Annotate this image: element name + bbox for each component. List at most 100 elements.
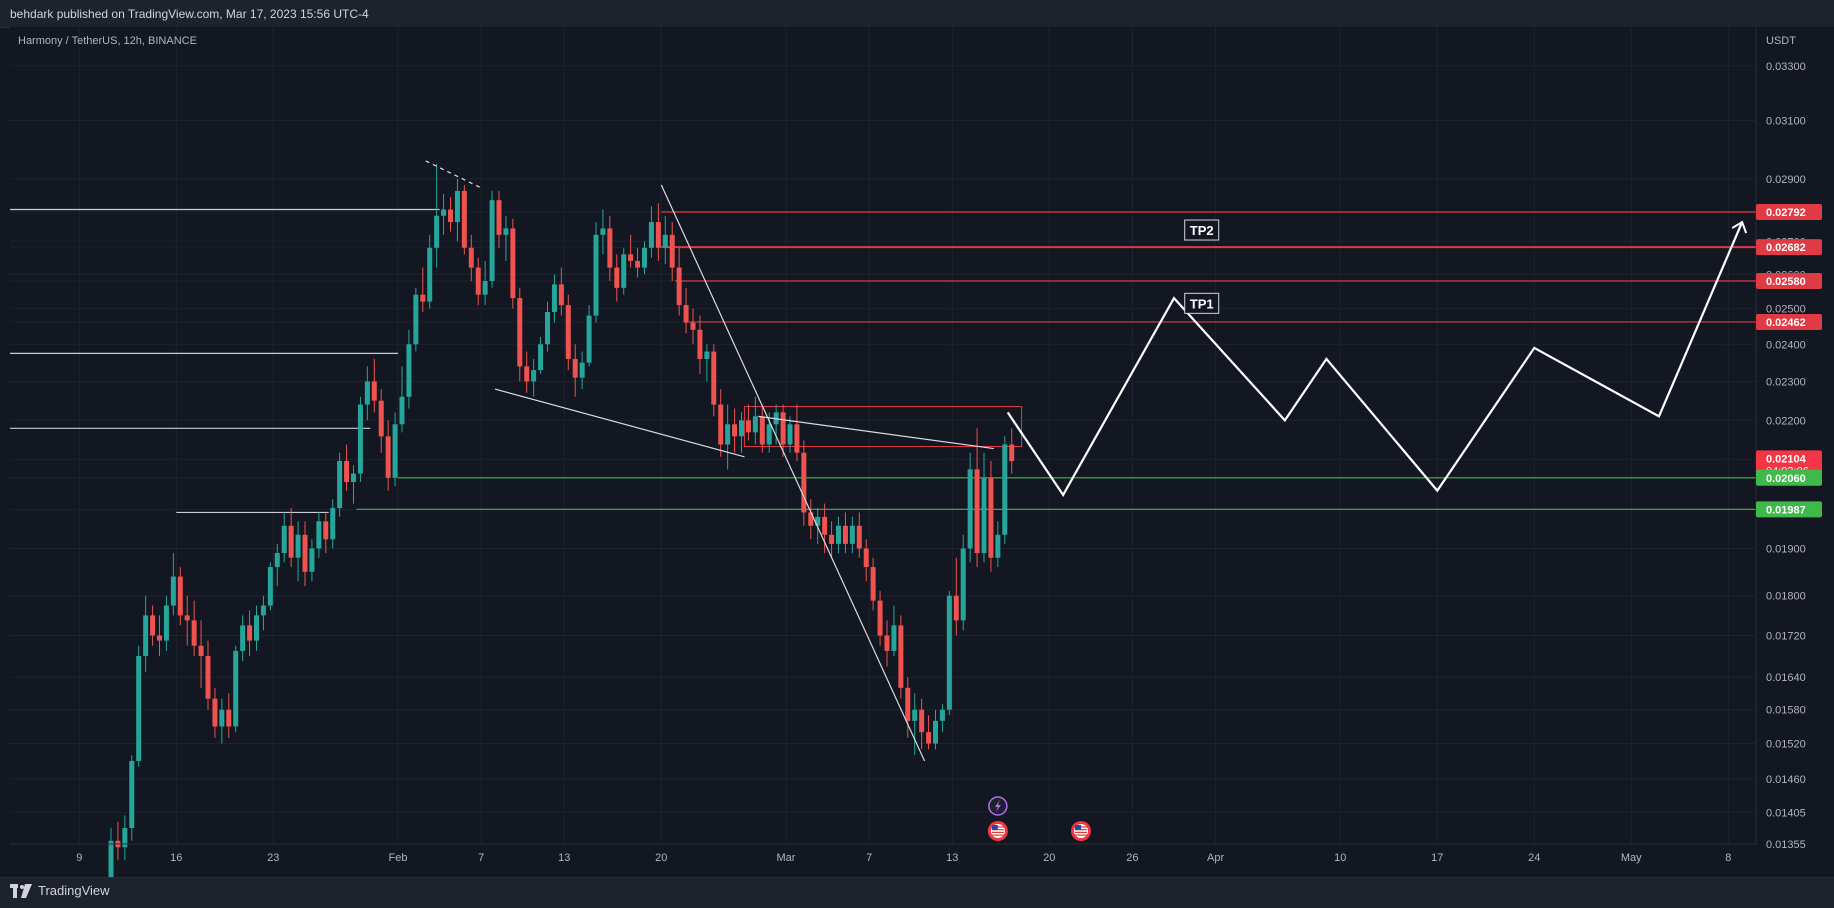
candle-body — [718, 404, 724, 445]
candle — [316, 512, 322, 558]
publish-line: behdark published on TradingView.com, Ma… — [10, 7, 369, 21]
candle-body — [448, 209, 453, 223]
candle-body — [295, 534, 301, 558]
time-axis: 9 16 23 Feb 7 13 20 Mar 7 13 20 26 Apr 10 17 24 May 8 — [10, 843, 1756, 864]
candle-body — [177, 576, 183, 616]
candle — [926, 715, 932, 750]
candle-body — [108, 840, 114, 894]
candle — [953, 557, 959, 636]
flag-icon-canton — [1075, 825, 1081, 830]
candle — [829, 521, 835, 558]
candle — [198, 620, 204, 688]
candle-body — [946, 595, 952, 710]
candle-body — [600, 228, 606, 235]
target-label: TP2 — [1184, 219, 1220, 241]
tradingview-logo[interactable]: TradingView — [10, 883, 110, 898]
candle-body — [711, 351, 717, 405]
candle-body — [967, 469, 973, 549]
candle — [773, 404, 779, 445]
target-label-text: TP2 — [1190, 223, 1214, 238]
price-tick-label: 0.02900 — [1766, 174, 1806, 186]
candle — [766, 412, 772, 453]
candle — [150, 605, 156, 646]
candle-body — [579, 362, 585, 378]
candle — [635, 247, 641, 278]
candle — [593, 222, 599, 323]
candle — [1002, 436, 1008, 544]
price-tag-label: 0.02682 — [1766, 242, 1806, 254]
price-tag-bg — [1756, 501, 1822, 518]
candle-body — [454, 190, 460, 223]
candle — [143, 595, 149, 672]
candle-body — [191, 620, 197, 646]
candle — [891, 605, 897, 657]
candle — [787, 416, 793, 453]
candle-body — [337, 460, 343, 509]
candle-body — [399, 396, 405, 425]
candle — [933, 709, 938, 750]
candle-body — [129, 760, 135, 829]
price-tag-label: 0.02462 — [1766, 317, 1806, 329]
trend-line — [758, 415, 994, 450]
candle — [801, 440, 807, 526]
chart-area[interactable] — [10, 27, 1756, 844]
candle-body — [974, 469, 980, 554]
candle-body — [434, 215, 440, 248]
candle-body — [745, 420, 751, 433]
candle-body — [836, 525, 841, 544]
candle-body — [648, 222, 654, 248]
price-tag-bg — [1756, 313, 1822, 330]
candle — [759, 404, 765, 453]
candle — [545, 301, 550, 352]
candle — [946, 590, 952, 716]
candle-body — [240, 625, 246, 651]
candle-body — [704, 351, 710, 359]
candle — [233, 645, 239, 733]
candle-body — [316, 521, 322, 549]
footer-bar — [0, 877, 1834, 908]
candle — [614, 254, 620, 302]
target-label-text: TP1 — [1190, 296, 1214, 311]
candle — [413, 287, 419, 352]
candle — [129, 755, 135, 841]
candle-body — [926, 732, 932, 744]
price-tick-label: 0.01405 — [1766, 807, 1806, 819]
candle-body — [461, 190, 467, 248]
time-tick-label: 23 — [267, 852, 279, 864]
candle-body — [344, 460, 350, 483]
candle — [475, 257, 481, 306]
candle — [191, 600, 197, 657]
candle-body — [863, 548, 869, 568]
candle-body — [205, 656, 211, 699]
horizontal-levels — [10, 208, 1756, 514]
candle — [427, 234, 433, 309]
candle — [420, 267, 426, 313]
candle — [357, 396, 363, 483]
price-tag: 0.02580 — [1756, 273, 1822, 290]
candle — [323, 512, 329, 554]
candle — [822, 503, 828, 554]
candle — [967, 452, 973, 563]
candle-body — [884, 635, 890, 651]
candle-body — [371, 381, 377, 401]
price-tag: 0.02792 — [1756, 203, 1822, 220]
candle-body — [614, 267, 620, 288]
event-markers — [987, 796, 1091, 841]
candles — [108, 163, 1015, 901]
candle — [219, 698, 225, 744]
price-tags: 0.027920.026820.025800.024620.0210404:03… — [1756, 203, 1822, 518]
tradingview-logo-icon — [10, 883, 32, 898]
candle — [177, 567, 183, 626]
candle-body — [870, 567, 876, 601]
candle — [683, 287, 689, 334]
candle — [295, 521, 301, 582]
price-tick-label: 0.02400 — [1766, 339, 1806, 351]
candle — [642, 241, 647, 275]
candle-body — [953, 595, 959, 621]
candle-body — [163, 605, 169, 641]
candle — [115, 821, 121, 861]
candle — [960, 534, 966, 631]
price-tag-label: 0.01987 — [1766, 504, 1806, 516]
candle — [371, 358, 377, 413]
